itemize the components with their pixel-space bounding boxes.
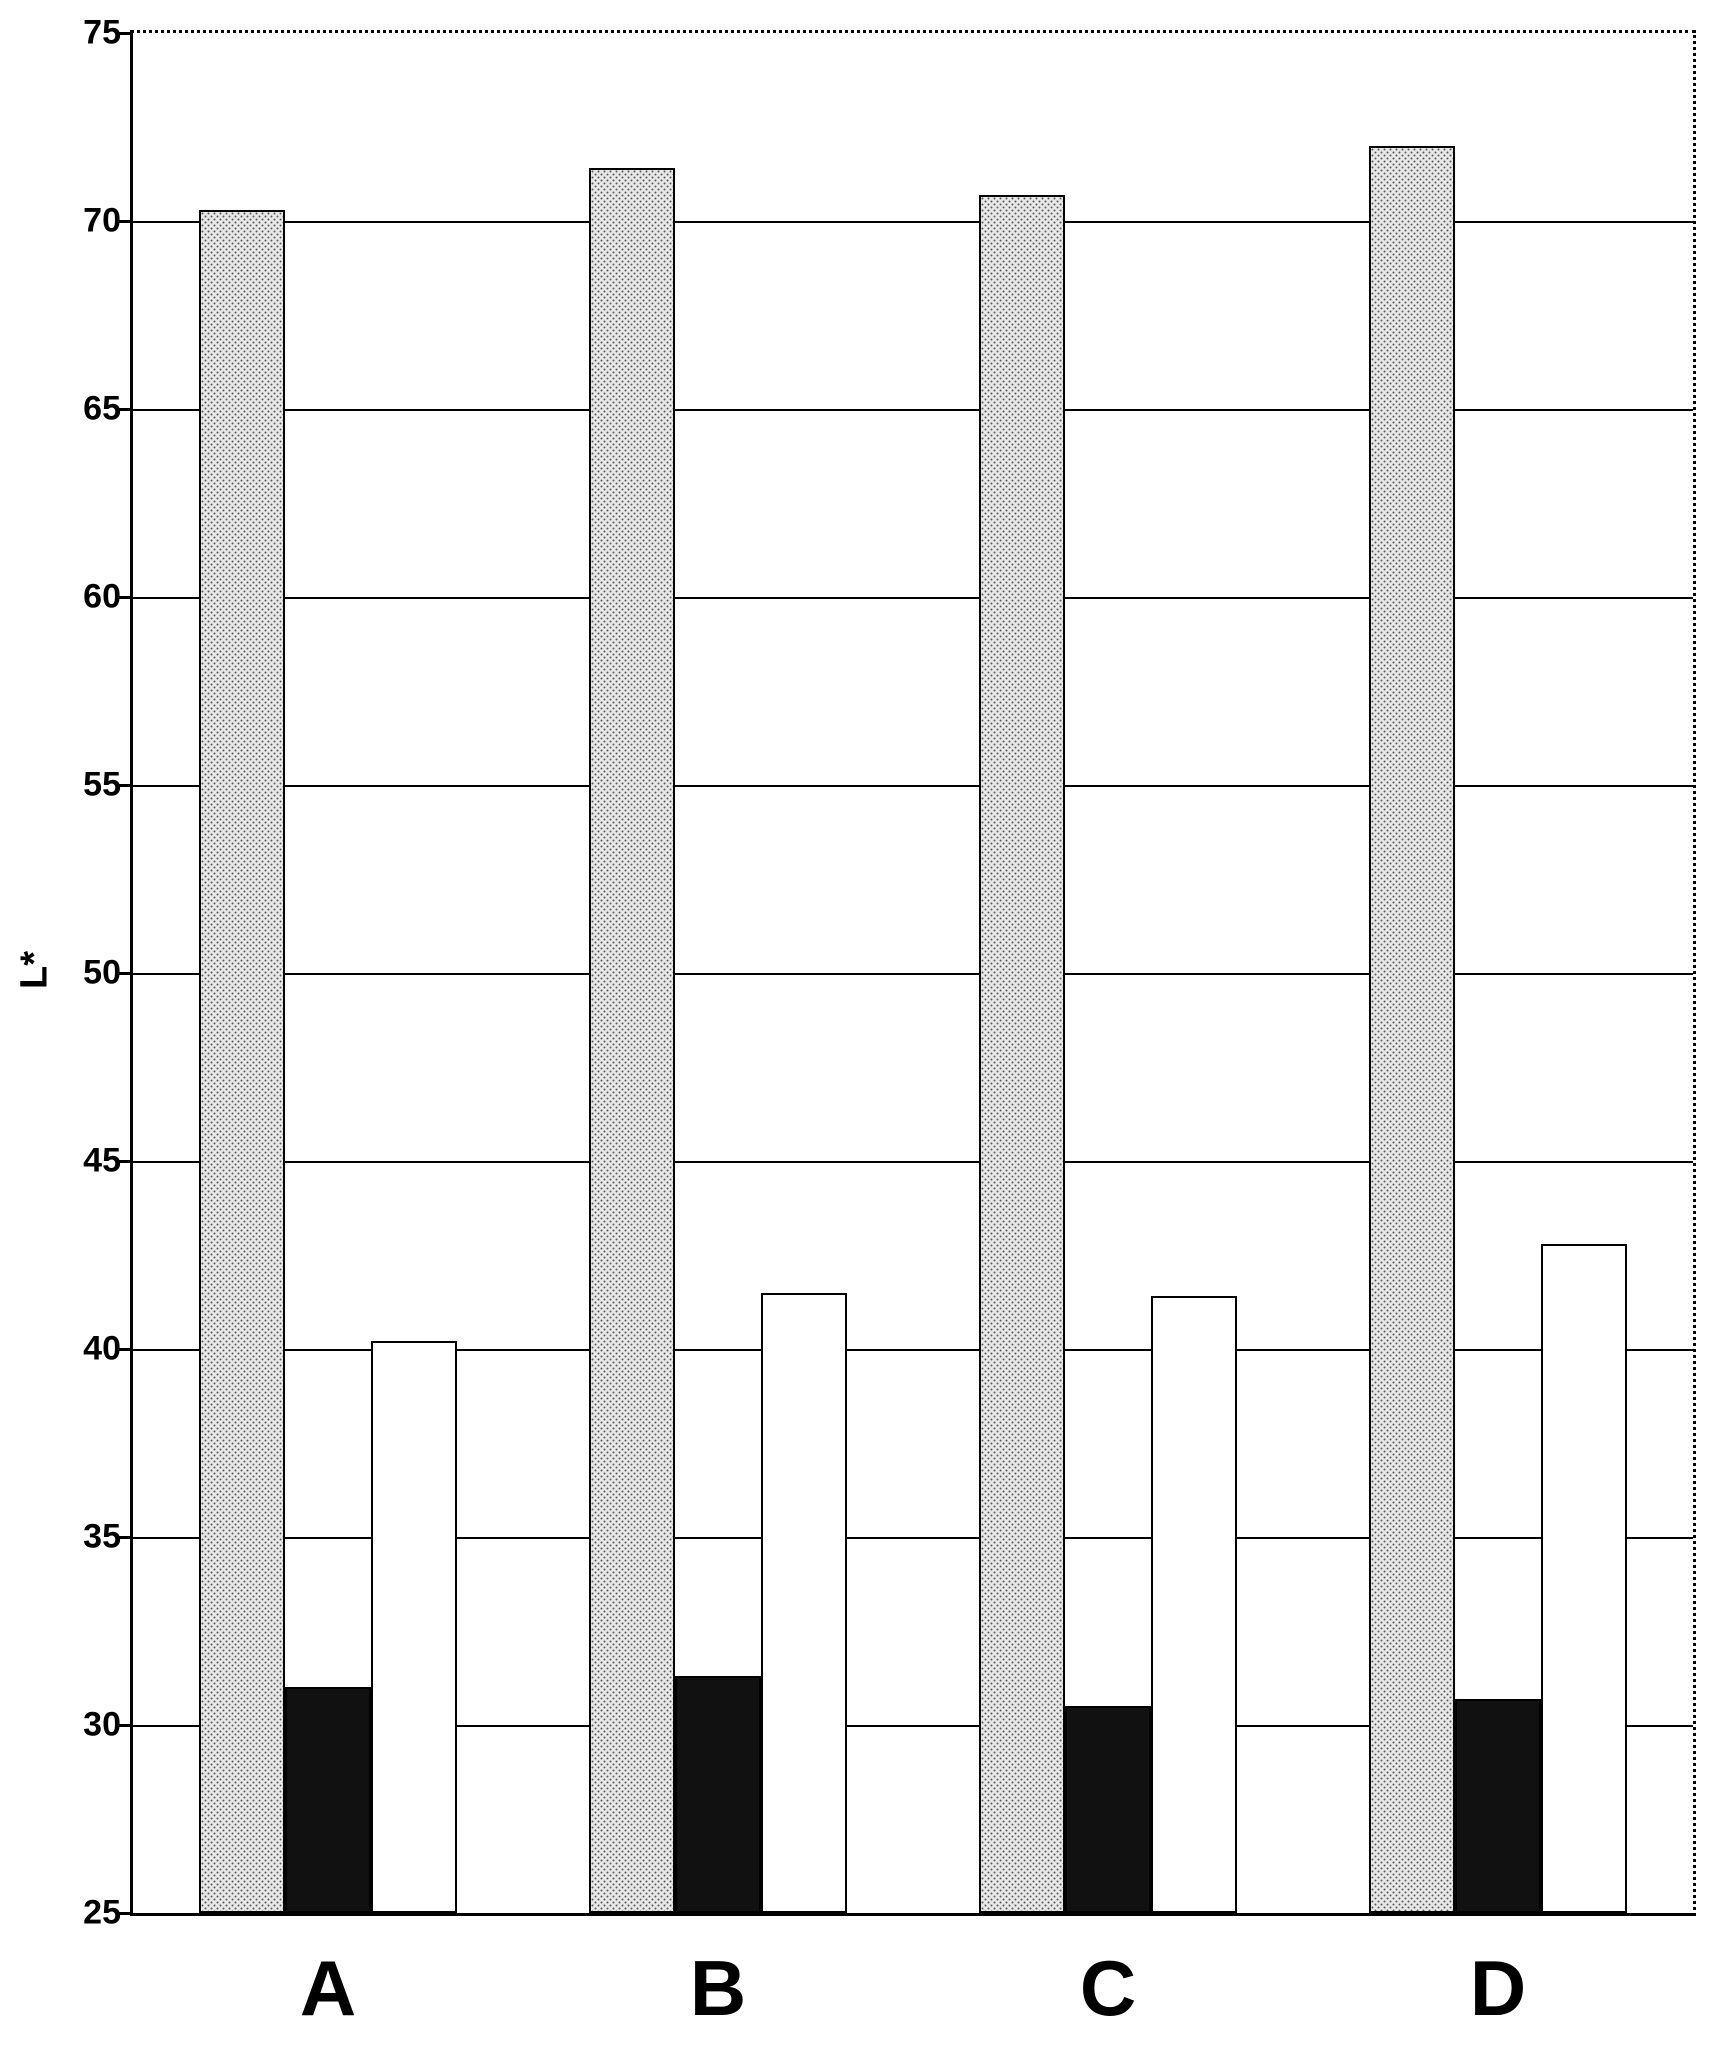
- x-category-label: D: [1470, 1913, 1526, 2034]
- x-category-label: A: [300, 1913, 356, 2034]
- ytick-label: 50: [83, 954, 133, 993]
- ytick-label: 55: [83, 766, 133, 805]
- plot-area: 2530354045505560657075ABCD: [130, 30, 1696, 1916]
- bar-series-1-D: [1369, 146, 1455, 1913]
- bar-series-2-C: [1065, 1706, 1151, 1913]
- gridline: [133, 597, 1693, 599]
- bar-series-2-B: [675, 1676, 761, 1913]
- gridline: [133, 785, 1693, 787]
- bar-series-1-C: [979, 195, 1065, 1913]
- gridline: [133, 1349, 1693, 1351]
- bar-series-3-C: [1151, 1296, 1237, 1913]
- x-category-label: C: [1080, 1913, 1136, 2034]
- gridline: [133, 1161, 1693, 1163]
- ytick-label: 25: [83, 1894, 133, 1933]
- bar-series-3-A: [371, 1341, 457, 1913]
- gridline: [133, 221, 1693, 223]
- ytick-label: 30: [83, 1706, 133, 1745]
- ytick-label: 35: [83, 1518, 133, 1557]
- ytick-label: 65: [83, 390, 133, 429]
- ytick-label: 75: [83, 14, 133, 53]
- bar-series-2-D: [1455, 1699, 1541, 1913]
- bar-series-3-D: [1541, 1244, 1627, 1913]
- bar-series-1-B: [589, 168, 675, 1913]
- bar-series-3-B: [761, 1293, 847, 1913]
- y-axis-label: L*: [14, 951, 57, 989]
- ytick-label: 70: [83, 202, 133, 241]
- bar-series-2-A: [285, 1687, 371, 1913]
- gridline: [133, 973, 1693, 975]
- ytick-label: 45: [83, 1142, 133, 1181]
- ytick-label: 60: [83, 578, 133, 617]
- ytick-label: 40: [83, 1330, 133, 1369]
- bar-series-1-A: [199, 210, 285, 1913]
- gridline: [133, 409, 1693, 411]
- gridline: [133, 1537, 1693, 1539]
- x-category-label: B: [690, 1913, 746, 2034]
- chart-container: 2530354045505560657075ABCD L*: [0, 0, 1717, 2054]
